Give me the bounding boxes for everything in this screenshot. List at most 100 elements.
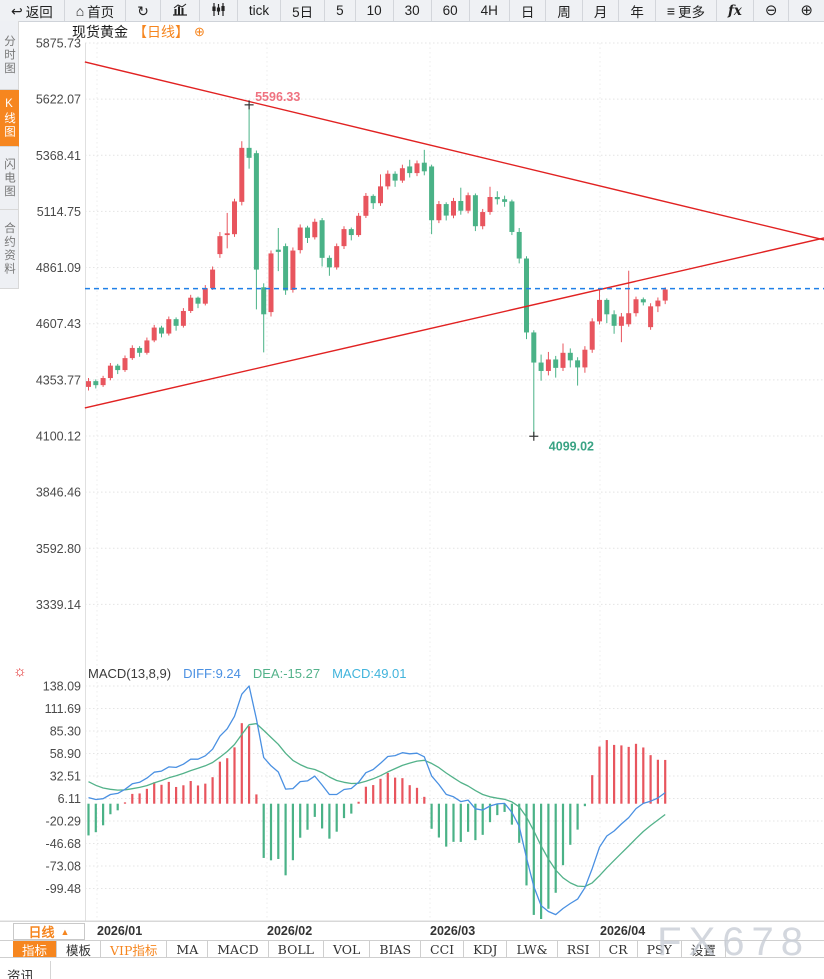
toolbar-label: 5日 [292,4,314,20]
macd-macd-value: MACD:49.01 [332,666,407,681]
price-axis-label: 4100.12 [36,429,81,443]
toolbar-button-week[interactable]: 周 [546,0,583,21]
macd-dea-value: DEA:-15.27 [252,666,321,681]
indicator-tab-MACD[interactable]: MACD [208,941,269,957]
candles-layer [86,104,668,437]
price-axis-label: 3339.14 [36,598,81,612]
toolbar-label: 30 [404,3,420,18]
indicator-tab-VOL[interactable]: VOL [324,941,371,957]
macd-diff-value: DIFF:9.24 [183,666,241,681]
indicator-tab-LWx[interactable]: LW& [507,941,558,957]
toolbar-button-month[interactable]: 月 [583,0,620,21]
indicator-tab-PSY[interactable]: PSY [638,941,682,957]
indicator-tab-xx[interactable]: 指标 [13,941,58,958]
price-axis-label: 3592.80 [36,542,81,556]
toolbar-button-zoom-out[interactable]: ⊖ [754,0,790,21]
refresh-icon: ↻ [137,2,149,19]
low-price-annotation: 4099.02 [549,439,594,453]
toolbar-label: 首页 [87,4,115,20]
price-axis-label: 5114.75 [37,205,81,219]
toolbar-button-tick[interactable]: tick [238,0,282,21]
toolbar-label: 月 [593,4,608,20]
divider [50,961,51,979]
toolbar-button-kline-chart[interactable] [200,0,238,21]
price-axis-label: 3846.46 [36,486,81,500]
macd-axis-label: 58.90 [50,747,81,761]
x-axis-month-label: 2026/04 [600,924,646,938]
home-icon: ⌂ [75,2,85,19]
x-axis-month-label: 2026/03 [430,924,476,938]
macd-settings-icon[interactable]: ☼ [13,663,27,680]
trendline[interactable] [84,237,824,409]
toolbar-button-line-chart[interactable] [161,0,200,21]
high-price-annotation: 5596.33 [255,90,300,104]
indicator-tab-CCI[interactable]: CCI [421,941,465,957]
zoom-out-icon: ⊖ [764,2,778,19]
toolbar-label: 年 [630,4,644,20]
toolbar-button-zoom-in[interactable]: ⊕ [789,0,824,21]
toolbar-label: 5 [336,3,344,18]
macd-axis-label: 138.09 [43,680,81,694]
indicator-tab-xx[interactable]: 模板 [57,941,102,958]
more-icon: ≡ [666,2,675,19]
period-selector[interactable]: 日线 ▲ [13,923,85,940]
sidebar-tab-2[interactable]: K线图 [0,90,19,147]
toolbar-button-4h[interactable]: 4H [470,0,510,21]
toolbar-label: 60 [442,3,458,18]
chart-title: 现货黄金 【日线】 ⊕ [72,22,205,42]
toolbar-button-home[interactable]: ⌂ 首页 [65,0,127,21]
tab-news[interactable]: 资讯 [7,969,34,979]
caret-up-icon: ▲ [60,926,70,937]
macd-axis-label: -99.48 [46,882,81,896]
toolbar-button-5d[interactable]: 5日 [281,0,326,21]
macd-axis-label: 85.30 [50,725,81,739]
toolbar-button-5[interactable]: 5 [325,0,356,21]
toolbar-button-60[interactable]: 60 [432,0,470,21]
trendline[interactable] [84,61,824,241]
macd-axis-label: 111.69 [45,702,81,716]
symbol-name: 现货黄金 [72,24,128,40]
toolbar-button-back[interactable]: ↩ 返回 [0,0,65,21]
axis-text-layer: 5875.73 5622.07 5368.41 5114.75 4861.09 4607.… [36,37,81,897]
line-chart-icon [172,3,188,18]
indicator-tab-RSI[interactable]: RSI [558,941,600,957]
sidebar-tab-1[interactable]: 分时图 [0,21,19,90]
toolbar-label: 日 [520,4,535,20]
macd-axis-label: -46.68 [46,837,81,851]
toolbar-button-year[interactable]: 年 [619,0,656,21]
sidebar-tab-3[interactable]: 闪电图 [0,147,19,210]
xaxis-row: 日线 ▲ 2026/01 2026/02 2026/03 2026/04 [0,921,824,941]
toolbar-label: 4H [480,3,498,18]
indicator-tab-BIAS[interactable]: BIAS [370,941,422,957]
macd-axis-label: -20.29 [46,815,81,829]
sidebar-tab-4[interactable]: 合约资料 [0,210,19,289]
watermark: FX678 [657,920,810,964]
overlay-layer: 5596.33 4099.02 [84,61,824,453]
indicator-tab-VIPxx[interactable]: VIP指标 [101,941,168,958]
add-indicator-icon[interactable]: ⊕ [194,24,205,39]
macd-header: MACD(13,8,9) DIFF:9.24 DEA:-15.27 MACD:4… [88,666,407,681]
toolbar-button-fx[interactable]: fx [717,0,754,21]
period-tag: 【日线】 [133,24,189,40]
toolbar-button-more[interactable]: ≡ 更多 [656,0,717,21]
indicator-tab-xx[interactable]: 设置 [682,941,726,958]
indicator-tab-BOLL[interactable]: BOLL [269,941,324,957]
toolbar-button-refresh[interactable]: ↻ [126,0,161,21]
toolbar-button-day[interactable]: 日 [510,0,547,21]
toolbar-button-10[interactable]: 10 [356,0,394,21]
chart-type-sidebar: 分时图 K线图 闪电图 合约资料 [0,21,19,289]
macd-axis-label: 6.11 [58,792,81,806]
toolbar-label: 返回 [25,4,53,20]
indicator-tab-CR[interactable]: CR [600,941,638,957]
price-axis-label: 5368.41 [36,149,81,163]
toolbar-label: fx [727,2,742,19]
macd-params-label: MACD(13,8,9) [88,666,172,681]
toolbar-label: 周 [557,4,571,20]
macd-axis-label: 32.51 [50,770,81,784]
indicator-tab-KDJ[interactable]: KDJ [464,941,508,957]
period-selector-label: 日线 [28,925,55,940]
indicator-tab-MA[interactable]: MA [167,941,209,957]
toolbar-button-30[interactable]: 30 [394,0,432,21]
